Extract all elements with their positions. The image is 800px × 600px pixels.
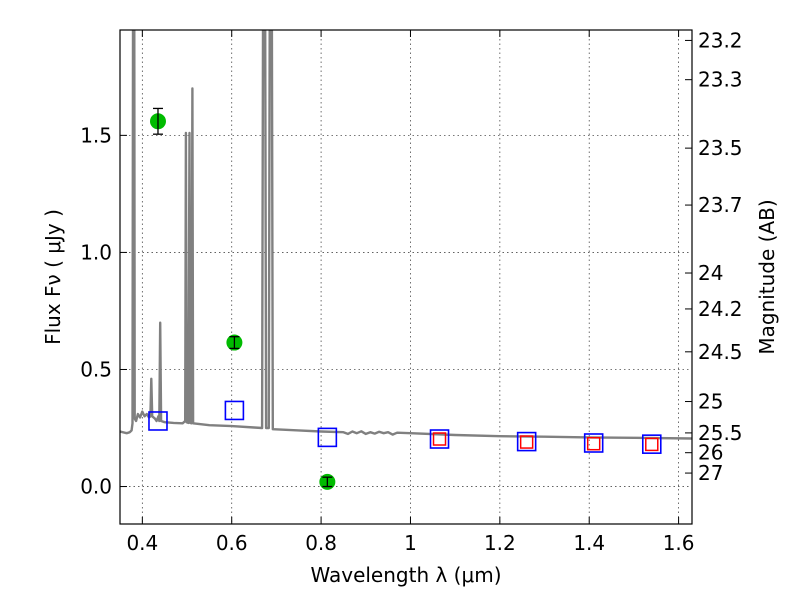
y-tick-label: 0.0 (80, 475, 112, 499)
x-tick-label: 0.8 (305, 531, 337, 555)
ticks: 0.4 0.6 0.8 1 1.2 1.4 1.6 0.0 0.5 1.0 1.5 23.2 23.3 2… (80, 28, 742, 555)
y2-tick-label: 23.7 (698, 193, 743, 217)
y2-tick-label: 25 (698, 390, 723, 414)
model-square-blue (583, 433, 604, 453)
marker-layer (148, 107, 662, 490)
x-tick-label: 1.2 (484, 531, 516, 555)
model-square-blue (641, 434, 662, 454)
model-square-blue (516, 431, 537, 452)
plot-frame (119, 29, 693, 525)
sed-model-line (120, 30, 692, 440)
y2-tick-label: 24.5 (698, 340, 743, 364)
y-tick-label: 1.5 (80, 123, 112, 147)
x-tick-label: 0.6 (216, 531, 248, 555)
y2-tick-label: 27 (698, 461, 723, 485)
y2-tick-label: 23.3 (698, 68, 743, 92)
y2-axis-label: Magnitude (AB) (755, 199, 779, 354)
model-square-red (432, 432, 447, 446)
y2-tick-label: 25.5 (698, 421, 743, 445)
y2-tick-label: 23.5 (698, 136, 743, 160)
model-square-blue (148, 411, 168, 431)
y2-tick-label: 26 (698, 441, 723, 465)
model-square-red (586, 436, 601, 451)
y-tick-label: 0.5 (80, 357, 112, 381)
data-layer (120, 30, 692, 440)
model-square-blue (317, 427, 338, 448)
y-tick-label: 1.0 (80, 240, 112, 264)
x-tick-label: 1.4 (573, 531, 605, 555)
model-square-blue (224, 400, 245, 421)
x-axis-label: Wavelength λ (μm) (310, 563, 501, 587)
grid (120, 30, 692, 524)
y2-tick-label: 24.2 (698, 297, 743, 321)
y2-tick-label: 24 (698, 261, 723, 285)
model-square-red (645, 437, 659, 452)
x-tick-label: 1.6 (663, 531, 695, 555)
model-square-blue (429, 429, 450, 449)
y2-tick-label: 23.2 (698, 28, 743, 52)
x-tick-label: 0.4 (126, 531, 158, 555)
x-tick-label: 1 (404, 531, 417, 555)
y-axis-label: Flux Fν ( μJy ) (41, 209, 65, 345)
model-square-red (519, 435, 534, 449)
